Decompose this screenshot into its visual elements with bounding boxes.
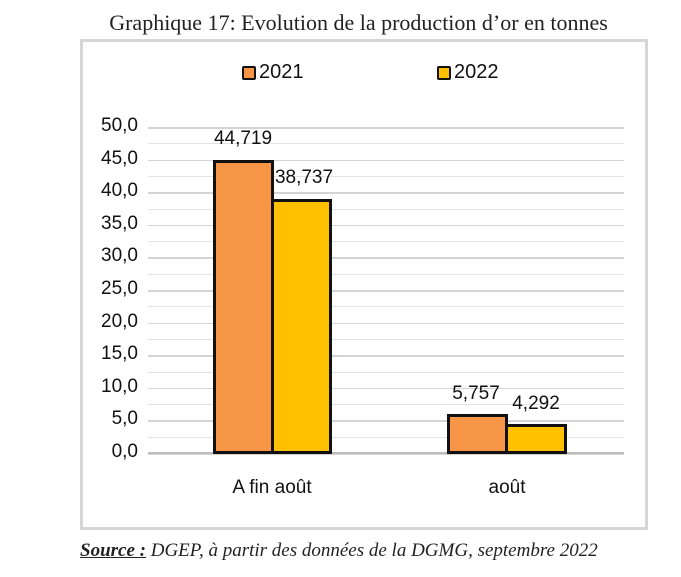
y-tick-label: 45,0	[101, 147, 138, 169]
legend-label: 2022	[454, 61, 499, 83]
legend-item-2021: 2021	[242, 61, 304, 84]
y-tick-label: 40,0	[101, 180, 138, 202]
gridline	[148, 436, 624, 438]
gridline	[148, 192, 624, 194]
y-tick-label: 5,0	[111, 408, 138, 430]
y-tick-label: 25,0	[101, 278, 138, 299]
gridline	[148, 257, 624, 259]
bar-aout-2021	[447, 414, 508, 454]
y-tick-label: 30,0	[101, 245, 138, 267]
gridline	[148, 159, 624, 162]
legend-label: 2021	[259, 61, 304, 83]
data-label: 5,757	[452, 383, 500, 404]
x-label-a-fin-aout: A fin août	[232, 477, 312, 498]
gridline	[148, 224, 624, 227]
y-tick-label: 50,0	[101, 115, 138, 136]
gridline	[148, 338, 624, 340]
y-tick-label: 0,0	[111, 441, 138, 462]
bar-aout-2022	[505, 424, 567, 454]
y-tick-label: 35,0	[101, 212, 138, 234]
gridline	[148, 355, 624, 357]
y-tick-label: 10,0	[101, 375, 138, 397]
data-label: 4,292	[512, 393, 560, 414]
bar-a-fin-aout-2022	[271, 199, 332, 454]
gridline	[148, 273, 624, 275]
gridline	[148, 322, 624, 325]
legend-swatch-icon	[242, 65, 256, 80]
gridline	[148, 420, 624, 422]
y-tick-label: 20,0	[101, 310, 138, 332]
source-label: Source :	[80, 540, 146, 561]
x-axis-line	[148, 452, 624, 454]
bar-a-fin-aout-2021	[213, 160, 274, 454]
chart-title: Graphique 17: Evolution de la production…	[109, 10, 608, 35]
gridline	[148, 371, 624, 373]
gridline	[148, 387, 624, 390]
legend-swatch-icon	[437, 65, 451, 80]
y-tick-label: 15,0	[101, 343, 138, 365]
gridline	[148, 175, 624, 177]
gridline	[148, 404, 624, 406]
gridline	[148, 127, 624, 129]
gridline	[148, 143, 624, 145]
gridline	[148, 306, 624, 308]
source-text: DGEP, à partir des données de la DGMG, s…	[145, 540, 598, 561]
gridline	[148, 241, 624, 243]
source-note: Source : DGEP, à partir des données de l…	[80, 540, 680, 562]
data-label: 38,737	[274, 167, 334, 188]
data-label: 44,719	[213, 128, 273, 149]
gridline	[148, 208, 624, 210]
legend-item-2022: 2022	[437, 61, 499, 84]
gridline	[148, 290, 624, 292]
x-label-aout: août	[488, 477, 526, 498]
